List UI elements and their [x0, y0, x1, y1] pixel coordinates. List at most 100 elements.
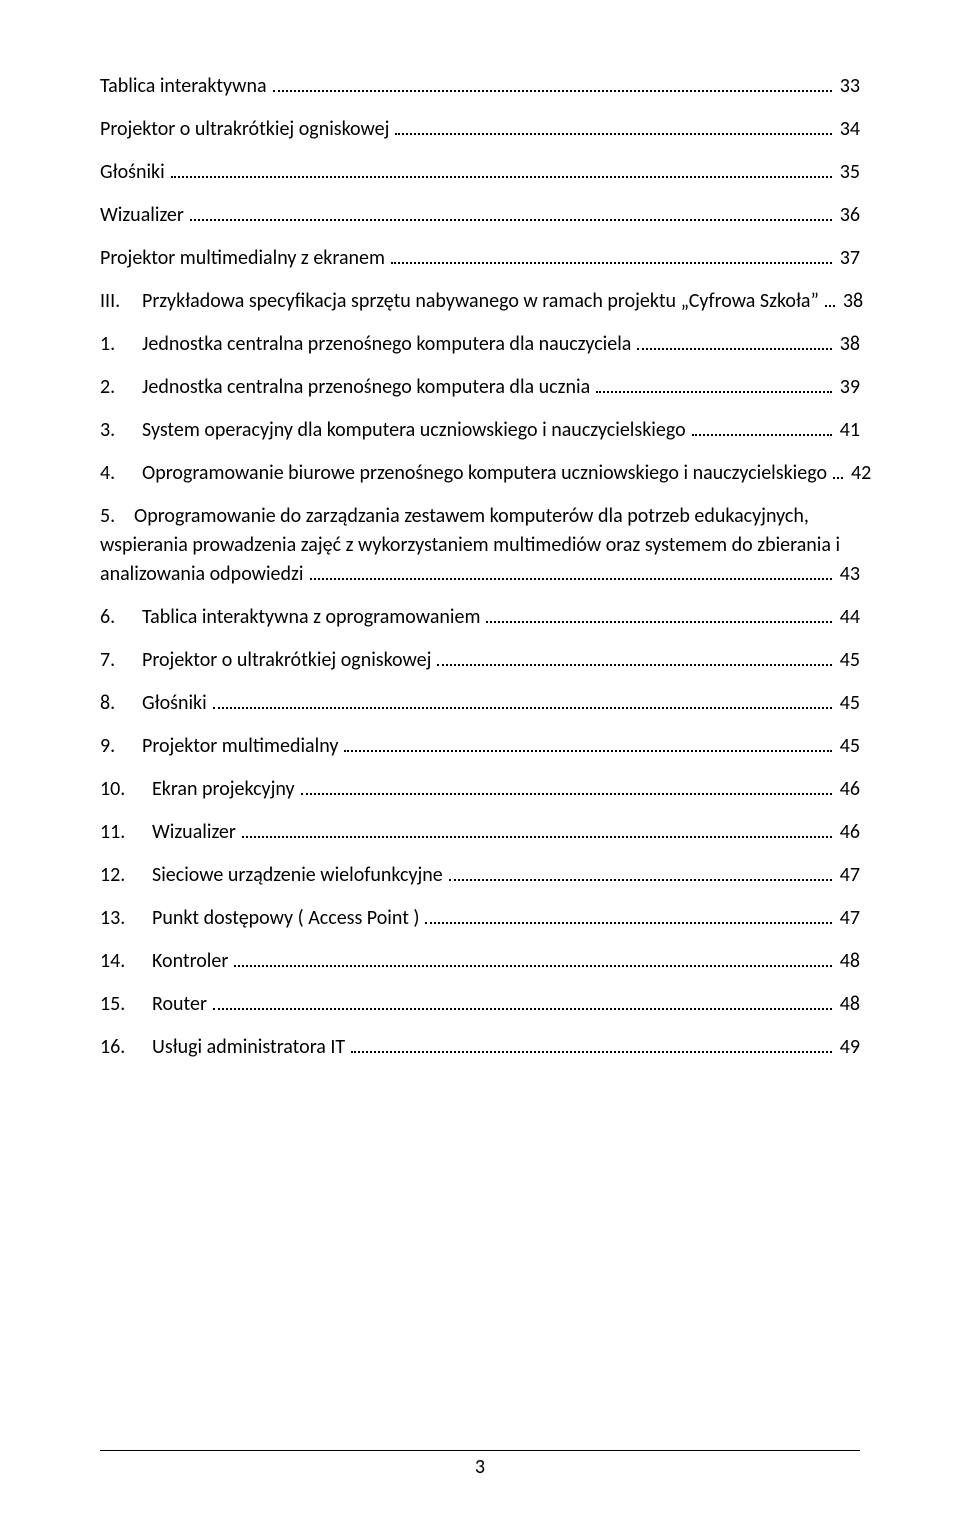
toc-marker: 7. [100, 646, 142, 675]
toc-page-ref: 47 [836, 904, 860, 933]
toc-marker: 6. [100, 603, 142, 632]
toc-entry: 5.Oprogramowanie do zarządzania zestawem… [100, 502, 860, 589]
toc-text: analizowania odpowiedzi [100, 560, 304, 589]
toc-leader-dots [833, 459, 843, 479]
toc-page-ref: 33 [836, 72, 860, 101]
toc-entry: 8.Głośniki45 [100, 689, 860, 718]
toc-entry: 10.Ekran projekcyjny 46 [100, 775, 860, 804]
toc-leader-dots [344, 732, 831, 752]
toc-page-ref: 36 [836, 201, 860, 230]
toc-page-ref: 45 [836, 646, 860, 675]
toc-text: Router [152, 990, 207, 1019]
toc-text: Tablica interaktywna [100, 72, 267, 101]
toc-leader-dots [437, 646, 831, 666]
toc-text: Sieciowe urządzenie wielofunkcyjne [152, 861, 443, 890]
toc-text: Kontroler [152, 947, 228, 976]
toc-text: Usługi administratora IT [152, 1033, 345, 1062]
toc-leader-dots [351, 1033, 832, 1053]
toc-text: Wizualizer [152, 818, 236, 847]
toc-page-ref: 48 [836, 990, 860, 1019]
toc-leader-dots [692, 416, 832, 436]
toc-marker: 13. [100, 904, 152, 933]
toc-page-ref: 48 [836, 947, 860, 976]
toc-text-line: wspierania prowadzenia zajęć z wykorzyst… [100, 533, 840, 557]
toc-entry: 13.Punkt dostępowy ( Access Point )47 [100, 904, 860, 933]
toc-leader-dots [637, 330, 831, 350]
toc-page-ref: 46 [836, 775, 860, 804]
toc-page-ref: 41 [836, 416, 860, 445]
toc-page-ref: 45 [836, 689, 860, 718]
toc-entry: III.Przykładowa specyfikacja sprzętu nab… [100, 287, 860, 316]
toc-marker: 4. [100, 459, 142, 488]
toc-page-ref: 38 [839, 287, 863, 316]
toc-text: Jednostka centralna przenośnego komputer… [142, 373, 590, 402]
toc-entry: 6.Tablica interaktywna z oprogramowaniem… [100, 603, 860, 632]
toc-entry: 14.Kontroler 48 [100, 947, 860, 976]
table-of-contents: Tablica interaktywna 33 Projektor o ultrak… [100, 72, 860, 1062]
toc-leader-dots [242, 818, 832, 838]
toc-page-ref: 49 [836, 1033, 860, 1062]
toc-leader-dots [425, 904, 831, 924]
toc-entry: 3.System operacyjny dla komputera ucznio… [100, 416, 860, 445]
toc-leader-dots [190, 201, 832, 221]
toc-text: System operacyjny dla komputera uczniows… [142, 416, 686, 445]
toc-page-ref: 34 [836, 115, 860, 144]
toc-page-ref: 45 [836, 732, 860, 761]
toc-leader-dots [310, 560, 832, 580]
toc-marker: 5. [100, 502, 134, 531]
toc-text: Projektor o ultrakrótkiej ogniskowej [100, 115, 389, 144]
toc-text: Projektor multimedialny [142, 732, 338, 761]
toc-leader-dots [395, 115, 831, 135]
toc-page-ref: 44 [836, 603, 860, 632]
toc-leader-dots [825, 287, 835, 307]
toc-page-ref: 46 [836, 818, 860, 847]
toc-text: Przykładowa specyfikacja sprzętu nabywan… [142, 287, 819, 316]
toc-entry: Tablica interaktywna 33 [100, 72, 860, 101]
toc-last-line: analizowania odpowiedzi 43 [100, 560, 860, 589]
toc-leader-dots [391, 244, 832, 264]
toc-entry: 4.Oprogramowanie biurowe przenośnego kom… [100, 459, 860, 488]
toc-text: Jednostka centralna przenośnego komputer… [142, 330, 631, 359]
toc-text: Tablica interaktywna z oprogramowaniem [142, 603, 480, 632]
toc-page-ref: 39 [836, 373, 860, 402]
toc-entry: Projektor o ultrakrótkiej ogniskowej 34 [100, 115, 860, 144]
toc-entry: 11.Wizualizer 46 [100, 818, 860, 847]
toc-marker: 16. [100, 1033, 152, 1062]
toc-entry: 7.Projektor o ultrakrótkiej ogniskowej 45 [100, 646, 860, 675]
toc-entry: Wizualizer 36 [100, 201, 860, 230]
toc-marker: III. [100, 287, 142, 316]
toc-marker: 15. [100, 990, 152, 1019]
toc-marker: 12. [100, 861, 152, 890]
toc-marker: 2. [100, 373, 142, 402]
toc-entry: 12.Sieciowe urządzenie wielofunkcyjne47 [100, 861, 860, 890]
toc-entry: 2.Jednostka centralna przenośnego komput… [100, 373, 860, 402]
toc-leader-dots [486, 603, 831, 623]
toc-marker: 10. [100, 775, 152, 804]
toc-leader-dots [449, 861, 832, 881]
toc-leader-dots [171, 158, 832, 178]
footer-rule [100, 1450, 860, 1451]
toc-marker: 11. [100, 818, 152, 847]
toc-leader-dots [213, 689, 832, 709]
toc-leader-dots [301, 775, 832, 795]
toc-page-ref: 38 [836, 330, 860, 359]
toc-text: Głośniki [142, 689, 207, 718]
toc-leader-dots [273, 72, 832, 92]
toc-text: Ekran projekcyjny [152, 775, 295, 804]
toc-text: Głośniki [100, 158, 165, 187]
document-page: Tablica interaktywna 33 Projektor o ultrak… [0, 0, 960, 1521]
toc-entry: Projektor multimedialny z ekranem37 [100, 244, 860, 273]
toc-page-ref: 43 [836, 560, 860, 589]
toc-text: Wizualizer [100, 201, 184, 230]
toc-entry: 1.Jednostka centralna przenośnego komput… [100, 330, 860, 359]
toc-text: Projektor o ultrakrótkiej ogniskowej [142, 646, 431, 675]
toc-entry: 9.Projektor multimedialny45 [100, 732, 860, 761]
toc-leader-dots [213, 990, 832, 1010]
toc-page-ref: 35 [836, 158, 860, 187]
toc-leader-dots [596, 373, 832, 393]
toc-page-ref: 42 [847, 459, 871, 488]
toc-marker: 14. [100, 947, 152, 976]
toc-leader-dots [234, 947, 831, 967]
toc-text-line: Oprogramowanie do zarządzania zestawem k… [134, 504, 809, 528]
page-number: 3 [0, 1455, 960, 1479]
